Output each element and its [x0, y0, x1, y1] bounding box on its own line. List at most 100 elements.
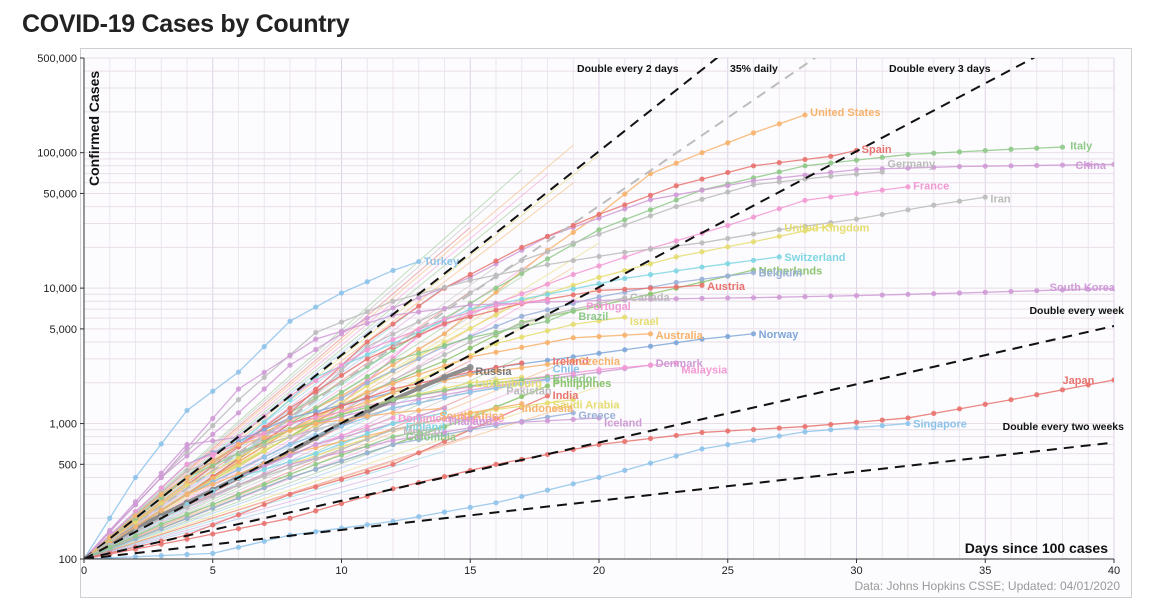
series-point — [725, 235, 731, 242]
series-label: Russia — [475, 366, 512, 378]
series-label: Finland — [406, 422, 445, 434]
series-point — [802, 163, 808, 169]
series-point — [725, 189, 731, 195]
series-point — [184, 475, 190, 481]
series-point — [184, 504, 190, 510]
series-point — [416, 318, 422, 325]
series-point — [931, 164, 937, 170]
series-label: United States — [810, 107, 880, 119]
series-point — [184, 511, 190, 518]
series-point — [956, 149, 963, 155]
series-point — [184, 461, 190, 467]
series-label: Ecuador — [553, 374, 598, 386]
series-point — [570, 416, 576, 422]
series-point — [364, 436, 370, 443]
series-point — [390, 305, 396, 311]
reference-line-label: Double every 2 days — [577, 63, 679, 75]
series-point — [313, 461, 319, 467]
series-point — [235, 512, 242, 518]
series-point — [905, 207, 911, 213]
series-point — [158, 541, 164, 547]
series-label: Singapore — [913, 419, 967, 431]
series-point — [467, 504, 473, 511]
series-point — [210, 388, 216, 394]
series-point — [828, 293, 834, 299]
series-point — [158, 441, 164, 447]
series-point — [699, 276, 705, 282]
series-point — [493, 329, 499, 335]
background-series-line — [84, 465, 419, 559]
series-point — [982, 194, 988, 200]
series-point — [261, 434, 267, 441]
series-point — [647, 291, 654, 297]
series-point — [338, 500, 345, 507]
series-point — [931, 291, 937, 297]
series-point — [338, 372, 345, 378]
series-point — [287, 353, 293, 359]
series-point — [750, 182, 757, 188]
reference-line — [84, 441, 1114, 559]
series-label: Iran — [990, 193, 1010, 205]
series-point — [956, 406, 963, 412]
source-note: Data: Johns Hopkins CSSE; Updated: 04/01… — [855, 579, 1121, 593]
series-label: Turkey — [424, 256, 460, 268]
series-label: Saudi Arabia — [553, 400, 621, 412]
series-point — [596, 215, 602, 221]
series-point — [802, 156, 808, 163]
series-point — [493, 368, 499, 374]
series-point — [544, 383, 551, 389]
x-tick-label: 20 — [593, 565, 605, 577]
series-point — [493, 420, 499, 427]
series-point — [261, 386, 267, 392]
series-point — [235, 441, 242, 448]
series-label: Philippines — [553, 378, 612, 390]
series-point — [390, 518, 396, 524]
series-point — [1059, 387, 1066, 393]
series-point — [338, 389, 345, 395]
series-point — [879, 292, 885, 298]
series-point — [1034, 392, 1040, 398]
series-point — [570, 410, 576, 416]
y-axis-title: Confirmed Cases — [86, 71, 102, 186]
series-point — [338, 412, 345, 418]
series-label: Belgium — [759, 268, 803, 280]
series-point — [519, 270, 525, 277]
series-point — [622, 295, 628, 301]
series-point — [570, 358, 576, 364]
series-point — [596, 350, 602, 356]
x-tick-label: 30 — [850, 565, 862, 577]
series-point — [725, 222, 731, 229]
series-label: China — [1075, 160, 1106, 172]
series-point — [287, 397, 293, 403]
reference-line-label: Double every week — [1029, 305, 1124, 317]
series-label: Spain — [862, 144, 892, 156]
series-point — [364, 315, 370, 321]
series-point — [570, 292, 576, 298]
series-point — [828, 222, 834, 229]
series-point — [390, 362, 396, 368]
series-point — [210, 438, 216, 444]
series-point — [441, 373, 448, 381]
series-point — [364, 320, 370, 326]
series-point — [1059, 144, 1066, 150]
series-point — [776, 254, 782, 260]
series-point — [750, 163, 757, 169]
series-point — [390, 377, 396, 383]
series-point — [853, 425, 860, 431]
series-point — [570, 308, 576, 314]
series-point — [313, 508, 319, 514]
series-label: Norway — [759, 329, 800, 341]
series-point — [544, 328, 551, 334]
series-point — [1085, 162, 1091, 168]
series-point — [390, 420, 396, 427]
series-label: Greece — [578, 410, 615, 422]
series-point — [210, 505, 216, 511]
series-point — [287, 427, 293, 434]
series-label: Australia — [656, 330, 704, 342]
series-label: Iceland — [604, 417, 642, 429]
series-line — [84, 412, 574, 559]
series-label: Colombia — [406, 432, 457, 444]
series-point — [570, 481, 576, 487]
series-point — [287, 318, 293, 324]
series-point — [467, 302, 473, 308]
